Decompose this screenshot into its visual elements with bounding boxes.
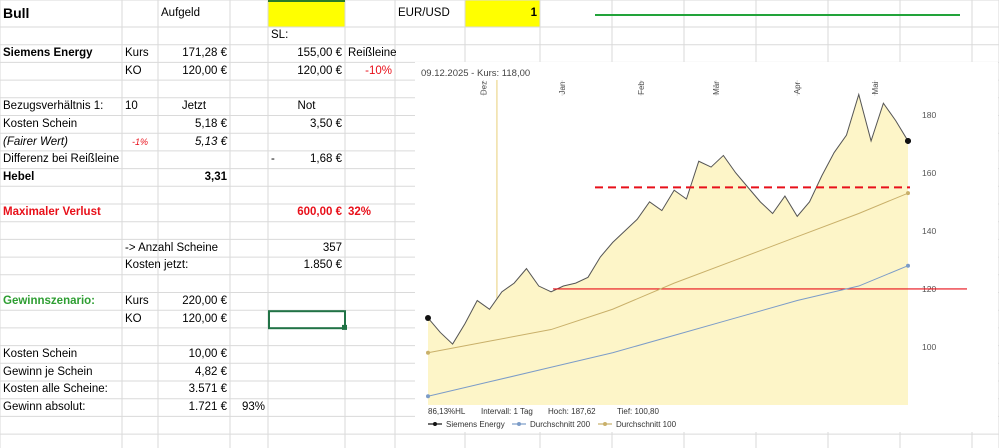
chart-footer: Hoch: 187,62	[548, 407, 596, 416]
cell[interactable]: 120,00 €	[297, 64, 342, 77]
cell[interactable]: Bull	[3, 5, 30, 21]
cell[interactable]: 120,00 €	[182, 312, 227, 325]
cell[interactable]: KO	[125, 64, 142, 77]
x-tick-label: Dez	[479, 81, 488, 95]
cell[interactable]: 171,28 €	[182, 47, 227, 60]
legend-label: Siemens Energy	[446, 420, 505, 429]
cell[interactable]: 32%	[348, 206, 372, 219]
cell[interactable]: Gewinn je Schein	[3, 365, 93, 378]
cell[interactable]: Kosten Schein	[3, 117, 78, 130]
end-marker	[426, 350, 430, 355]
cell[interactable]: Not	[297, 100, 316, 113]
legend-label: Durchschnitt 100	[616, 420, 677, 429]
cell[interactable]: KO	[125, 312, 142, 325]
cell-part: 1,68 €	[310, 153, 342, 166]
cell[interactable]: 10,00 €	[188, 347, 227, 360]
chart-footer: Intervall: 1 Tag	[481, 407, 533, 416]
cell[interactable]: 600,00 €	[297, 206, 342, 219]
y-tick-label: 160	[922, 168, 936, 178]
cell[interactable]: Gewinn absolut:	[3, 401, 86, 414]
chart-title: 09.12.2025 - Kurs: 118,00	[421, 68, 530, 79]
cell[interactable]: 357	[322, 241, 342, 254]
cell[interactable]: Differenz bei Reißleine	[3, 153, 120, 166]
cell[interactable]: SL:	[271, 29, 289, 42]
cell[interactable]: Reißleine	[348, 47, 397, 60]
cell[interactable]: 93%	[241, 401, 265, 414]
chart-footer: 86,13%HL	[428, 407, 466, 416]
cell[interactable]: EUR/USD	[398, 7, 450, 19]
cell[interactable]: -1%	[131, 136, 148, 147]
y-tick-label: 100	[922, 342, 936, 352]
legend-label: Durchschnitt 200	[530, 420, 591, 429]
area	[428, 94, 908, 406]
x-tick-label: Feb	[637, 81, 646, 95]
cell[interactable]: -10%	[365, 64, 392, 77]
end-marker	[905, 137, 911, 144]
end-marker	[426, 394, 430, 399]
cell[interactable]: (Fairer Wert)	[3, 135, 68, 148]
cell[interactable]: Maximaler Verlust	[3, 206, 101, 219]
x-tick-label: Mär	[712, 81, 721, 95]
y-tick-label: 140	[922, 226, 936, 236]
cell[interactable]: Aufgeld	[161, 7, 201, 19]
legend-dot	[603, 422, 607, 426]
cell[interactable]: Kurs	[125, 47, 149, 60]
legend-dot	[517, 422, 521, 426]
cell[interactable]: 220,00 €	[182, 294, 227, 307]
end-marker	[906, 263, 910, 268]
line	[427, 92, 909, 345]
end-marker	[425, 314, 431, 321]
cell[interactable]: 5,18 €	[195, 117, 227, 130]
cell-fill	[268, 0, 345, 27]
chart-footer: Tief: 100,80	[617, 407, 660, 416]
cell[interactable]: Jetzt	[181, 100, 207, 113]
cell[interactable]: 1.721 €	[188, 401, 227, 414]
legend-dot	[433, 422, 437, 426]
cell[interactable]: 1	[530, 7, 537, 19]
y-tick-label: 180	[922, 110, 936, 120]
cell[interactable]: Kosten Schein	[3, 347, 78, 360]
cell[interactable]: 5,13 €	[195, 135, 227, 148]
cell[interactable]: 4,82 €	[195, 365, 227, 378]
cell[interactable]: 10	[125, 100, 138, 113]
cell-fill	[465, 0, 540, 27]
cell[interactable]: 3,31	[204, 170, 227, 183]
fill-handle	[342, 324, 347, 330]
cell[interactable]: 155,00 €	[297, 47, 342, 60]
cell-part: -	[271, 153, 275, 166]
selected-cell	[268, 310, 346, 330]
cell[interactable]: - 1,68 €	[268, 151, 345, 168]
cell[interactable]: Kurs	[125, 294, 149, 307]
cell[interactable]: 3.571 €	[188, 383, 227, 396]
cell[interactable]: Siemens Energy	[3, 47, 93, 60]
x-tick-label: Jan	[558, 82, 567, 95]
cell[interactable]: 3,50 €	[310, 117, 342, 130]
end-marker	[906, 191, 910, 196]
line	[427, 192, 909, 354]
cell[interactable]: Bezugsverhältnis 1:	[3, 100, 104, 113]
x-tick-label: Apr	[793, 81, 802, 94]
cell[interactable]: 1.850 €	[303, 259, 342, 272]
cell[interactable]: Hebel	[3, 170, 35, 183]
line	[427, 265, 909, 397]
cell[interactable]: Kosten alle Scheine:	[3, 383, 108, 396]
cell[interactable]: 120,00 €	[182, 64, 227, 77]
cell[interactable]: Gewinnszenario:	[3, 294, 96, 307]
x-tick-label: Mai	[871, 81, 880, 94]
